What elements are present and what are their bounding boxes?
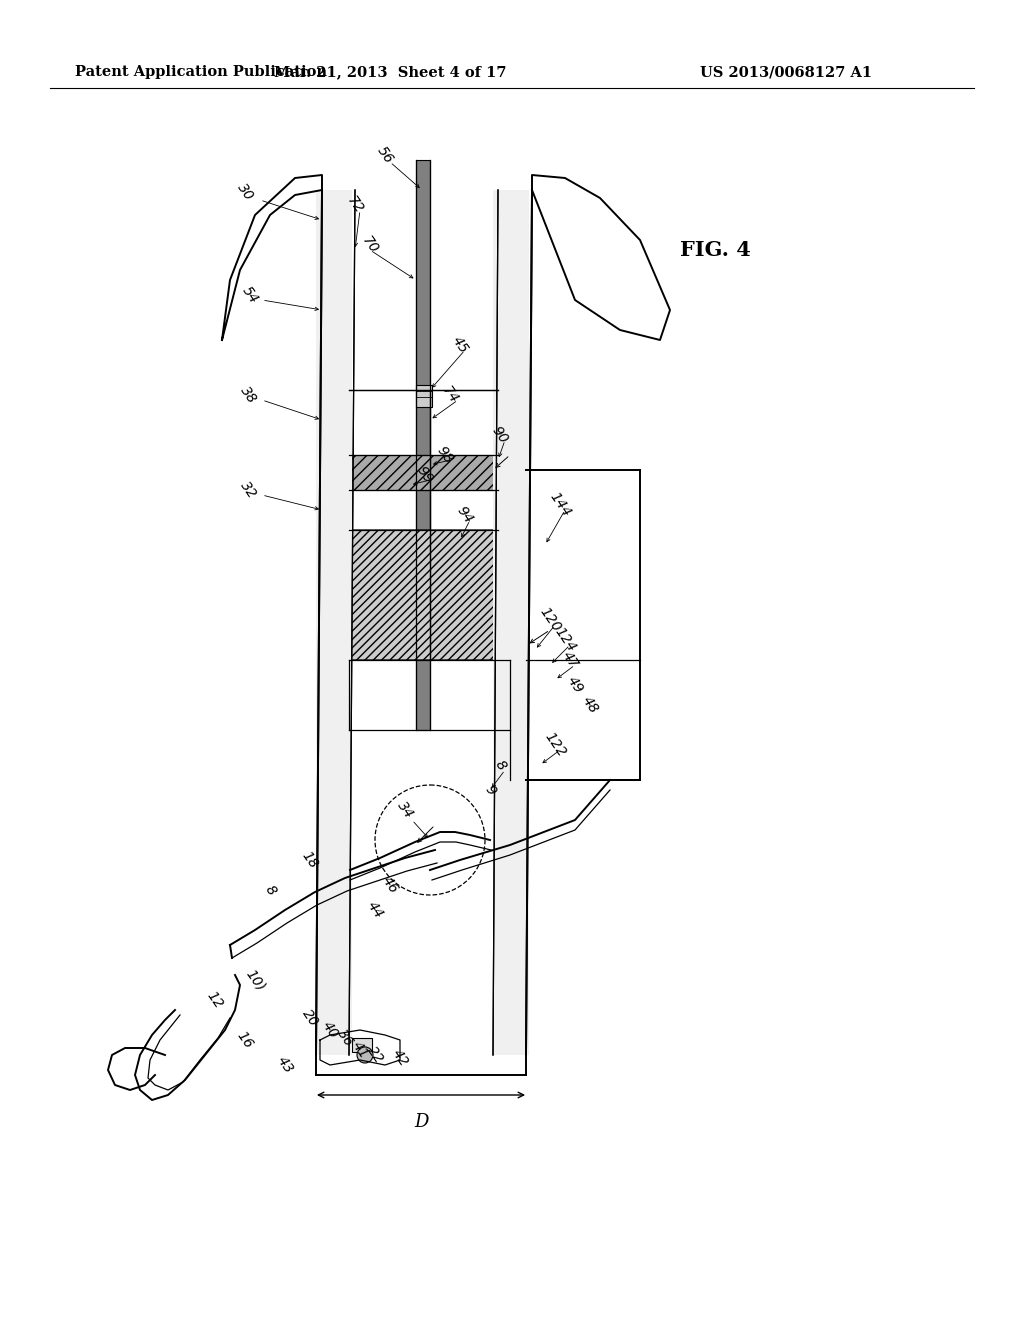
Text: 90: 90 [489, 424, 511, 446]
Text: 38: 38 [238, 384, 259, 407]
FancyBboxPatch shape [349, 455, 498, 490]
Text: Patent Application Publication: Patent Application Publication [75, 65, 327, 79]
Text: 144: 144 [547, 490, 573, 520]
Text: 72: 72 [344, 194, 366, 216]
Text: 12: 12 [204, 989, 226, 1011]
Text: 74: 74 [439, 384, 461, 407]
Text: 42: 42 [389, 1047, 411, 1069]
Text: 94: 94 [455, 504, 476, 527]
Text: 36: 36 [334, 1027, 355, 1049]
Text: 49: 49 [564, 673, 586, 696]
Text: 99: 99 [414, 463, 436, 486]
Text: 54: 54 [240, 284, 261, 306]
Text: 40: 40 [319, 1019, 341, 1041]
Polygon shape [349, 531, 510, 660]
Text: 8: 8 [262, 882, 279, 898]
FancyBboxPatch shape [328, 1038, 348, 1052]
FancyBboxPatch shape [493, 190, 529, 1055]
Text: Mar. 21, 2013  Sheet 4 of 17: Mar. 21, 2013 Sheet 4 of 17 [273, 65, 506, 79]
Text: 34: 34 [394, 799, 416, 821]
Text: D: D [414, 1113, 428, 1131]
Circle shape [357, 1047, 373, 1063]
Text: US 2013/0068127 A1: US 2013/0068127 A1 [700, 65, 872, 79]
FancyBboxPatch shape [352, 1038, 372, 1052]
Text: 46: 46 [379, 874, 400, 896]
Text: 30: 30 [234, 181, 256, 203]
Text: 41: 41 [349, 1039, 371, 1061]
Text: 70: 70 [359, 234, 381, 256]
Text: 124: 124 [552, 626, 579, 655]
Text: 48: 48 [580, 694, 601, 717]
Text: 20: 20 [299, 1007, 321, 1030]
Text: 10): 10) [243, 966, 267, 994]
Text: 43: 43 [274, 1053, 296, 1076]
Text: 98: 98 [434, 444, 456, 466]
Text: 8: 8 [492, 758, 508, 772]
Text: 32: 32 [238, 479, 259, 502]
Text: 18: 18 [299, 849, 321, 871]
Text: 122: 122 [542, 730, 568, 760]
Text: 9: 9 [481, 783, 499, 797]
Text: 44: 44 [365, 899, 386, 921]
Text: FIG. 4: FIG. 4 [680, 240, 751, 260]
FancyBboxPatch shape [316, 190, 352, 1055]
Text: 16: 16 [234, 1028, 256, 1051]
Text: 45: 45 [450, 334, 471, 356]
FancyBboxPatch shape [416, 385, 432, 407]
Text: 47: 47 [559, 648, 581, 672]
Text: 120: 120 [537, 605, 563, 635]
FancyBboxPatch shape [416, 160, 430, 730]
Text: 22: 22 [365, 1044, 386, 1067]
Text: 56: 56 [374, 144, 396, 166]
